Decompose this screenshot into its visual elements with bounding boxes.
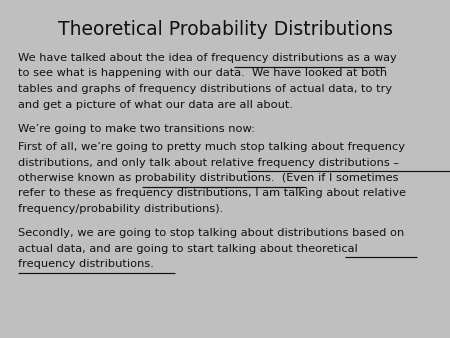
Text: Secondly, we are going to stop talking about distributions based on: Secondly, we are going to stop talking a… [18,228,404,238]
Text: actual data, and are going to start talking about theoretical: actual data, and are going to start talk… [18,243,358,254]
Text: and get a picture of what our data are all about.: and get a picture of what our data are a… [18,99,293,110]
Text: distributions, and only talk about relative frequency distributions –: distributions, and only talk about relat… [18,158,399,168]
Text: frequency distributions.: frequency distributions. [18,259,154,269]
Text: Theoretical Probability Distributions: Theoretical Probability Distributions [58,20,392,39]
Text: First of all, we’re going to pretty much stop talking about frequency: First of all, we’re going to pretty much… [18,142,405,152]
Text: We’re going to make two transitions now:: We’re going to make two transitions now: [18,124,255,134]
Text: otherwise known as probability distributions.  (Even if I sometimes: otherwise known as probability distribut… [18,173,399,183]
Text: refer to these as frequency distributions, I am talking about relative: refer to these as frequency distribution… [18,189,406,198]
Text: to see what is happening with our data.  We have looked at both: to see what is happening with our data. … [18,69,387,78]
Text: We have talked about the idea of frequency distributions as a way: We have talked about the idea of frequen… [18,53,397,63]
Text: tables and graphs of frequency distributions of actual data, to try: tables and graphs of frequency distribut… [18,84,392,94]
Text: frequency/probability distributions).: frequency/probability distributions). [18,204,223,214]
